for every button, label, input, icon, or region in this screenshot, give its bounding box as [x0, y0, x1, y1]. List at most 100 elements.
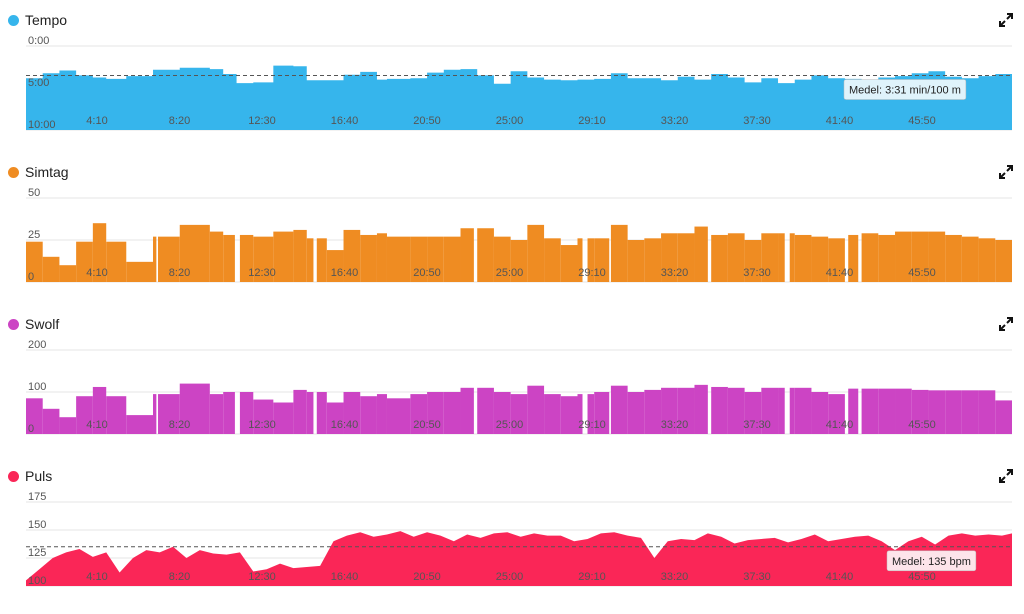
x-tick-label: 12:30 — [248, 115, 276, 127]
series-bar — [273, 402, 294, 434]
series-bar — [239, 392, 254, 434]
swolf-expand-icon[interactable] — [998, 316, 1014, 332]
series-bar — [386, 398, 411, 434]
series-bar — [711, 386, 728, 434]
x-tick-label: 8:20 — [169, 571, 190, 583]
series-bar — [627, 240, 645, 282]
x-tick-label: 20:50 — [413, 419, 441, 431]
swolf-title: Swolf — [8, 312, 59, 336]
simtag-expand-icon[interactable] — [998, 164, 1014, 180]
simtag-chart: 0 25 50 4:10 8:20 12:30 16:40 20:50 25:00 29:10 33… — [26, 187, 1012, 283]
series-bar — [493, 236, 511, 282]
average-label: Medel: 3:31 min/100 m — [843, 79, 967, 100]
series-bar — [928, 390, 946, 434]
series-bar — [59, 417, 77, 434]
series-bar — [209, 394, 224, 434]
x-tick-label: 37:30 — [743, 571, 771, 583]
series-bar — [627, 392, 645, 434]
x-tick-label: 20:50 — [413, 115, 441, 127]
series-bar — [995, 400, 1012, 434]
swolf-panel: Swolf 0 100 200 4:10 8:20 12:30 16:40 20:50 25:0… — [0, 312, 1024, 462]
series-bar — [326, 250, 344, 282]
series-bar — [789, 387, 795, 434]
series-bar — [778, 387, 785, 434]
series-bar — [811, 236, 829, 282]
series-bar — [995, 240, 1012, 282]
x-tick-label: 25:00 — [496, 571, 524, 583]
series-bar — [544, 238, 561, 282]
series-bar — [26, 398, 43, 434]
series-bar — [828, 394, 845, 434]
series-bar — [460, 228, 474, 282]
x-tick-label: 33:20 — [661, 571, 689, 583]
y-tick-label: 50 — [28, 187, 40, 199]
svg-text:Medel: 3:31 min/100 m: Medel: 3:31 min/100 m — [849, 85, 961, 97]
series-area — [26, 531, 1012, 586]
y-tick-label: 0 — [28, 423, 34, 435]
y-tick-label: 25 — [28, 229, 40, 241]
series-bar — [961, 390, 979, 434]
x-tick-label: 16:40 — [331, 115, 359, 127]
series-bar — [59, 265, 77, 282]
series-bar — [711, 234, 728, 282]
x-tick-label: 45:50 — [908, 115, 936, 127]
y-tick-label: 10:00 — [28, 119, 56, 131]
series-bar — [744, 240, 762, 282]
series-bar — [510, 394, 528, 434]
x-tick-label: 8:20 — [169, 115, 190, 127]
series-bar — [76, 396, 93, 434]
y-tick-label: 200 — [28, 339, 46, 351]
series-bar — [895, 388, 912, 434]
swolf-legend-dot — [8, 318, 19, 330]
series-bar — [126, 261, 154, 282]
series-bar — [895, 231, 912, 282]
x-tick-label: 20:50 — [413, 267, 441, 279]
series-bar — [253, 399, 274, 434]
x-tick-label: 41:40 — [826, 267, 854, 279]
x-tick-label: 16:40 — [331, 571, 359, 583]
x-tick-label: 45:50 — [908, 571, 936, 583]
x-tick-label: 45:50 — [908, 419, 936, 431]
x-tick-label: 25:00 — [496, 419, 524, 431]
series-bar — [811, 392, 829, 434]
series-bar — [293, 229, 307, 282]
tempo-expand-icon[interactable] — [998, 12, 1014, 28]
series-bar — [410, 236, 428, 282]
puls-expand-icon[interactable] — [998, 468, 1014, 484]
series-bar — [945, 390, 962, 434]
series-bar — [577, 238, 583, 282]
simtag-title-label: Simtag — [25, 164, 69, 180]
series-bar — [343, 229, 361, 282]
series-bar — [510, 240, 528, 282]
puls-chart: 100 125 150 175 4:10 8:20 12:30 16:40 20:50 25:00… — [26, 491, 1012, 587]
series-bar — [848, 388, 859, 434]
x-tick-label: 29:10 — [578, 267, 606, 279]
puls-title: Puls — [8, 464, 52, 488]
series-bar — [761, 387, 779, 434]
y-tick-label: 5:00 — [28, 77, 49, 89]
swolf-chart: 0 100 200 4:10 8:20 12:30 16:40 20:50 25:00 29:10… — [26, 339, 1012, 435]
series-bar — [694, 384, 708, 434]
series-bar — [477, 387, 494, 434]
series-bar — [694, 226, 708, 282]
series-bar — [493, 392, 511, 434]
x-tick-label: 29:10 — [578, 571, 606, 583]
series-area — [26, 65, 1012, 130]
series-bar — [158, 236, 180, 282]
y-tick-label: 0 — [28, 271, 34, 283]
x-tick-label: 25:00 — [496, 267, 524, 279]
series-bar — [179, 383, 210, 434]
series-bar — [223, 392, 235, 434]
series-bar — [587, 238, 595, 282]
series-bar — [644, 238, 662, 282]
series-bar — [42, 408, 60, 434]
x-tick-label: 29:10 — [578, 115, 606, 127]
series-bar — [794, 234, 812, 282]
tempo-panel: Tempo 0:00 5:00 10:00 4:10 8:20 12:30 16:40 20:… — [0, 8, 1024, 158]
x-tick-label: 37:30 — [743, 115, 771, 127]
series-bar — [778, 233, 785, 282]
series-bar — [179, 224, 210, 282]
series-bar — [794, 387, 812, 434]
series-bar — [360, 396, 377, 434]
series-bar — [376, 394, 387, 434]
